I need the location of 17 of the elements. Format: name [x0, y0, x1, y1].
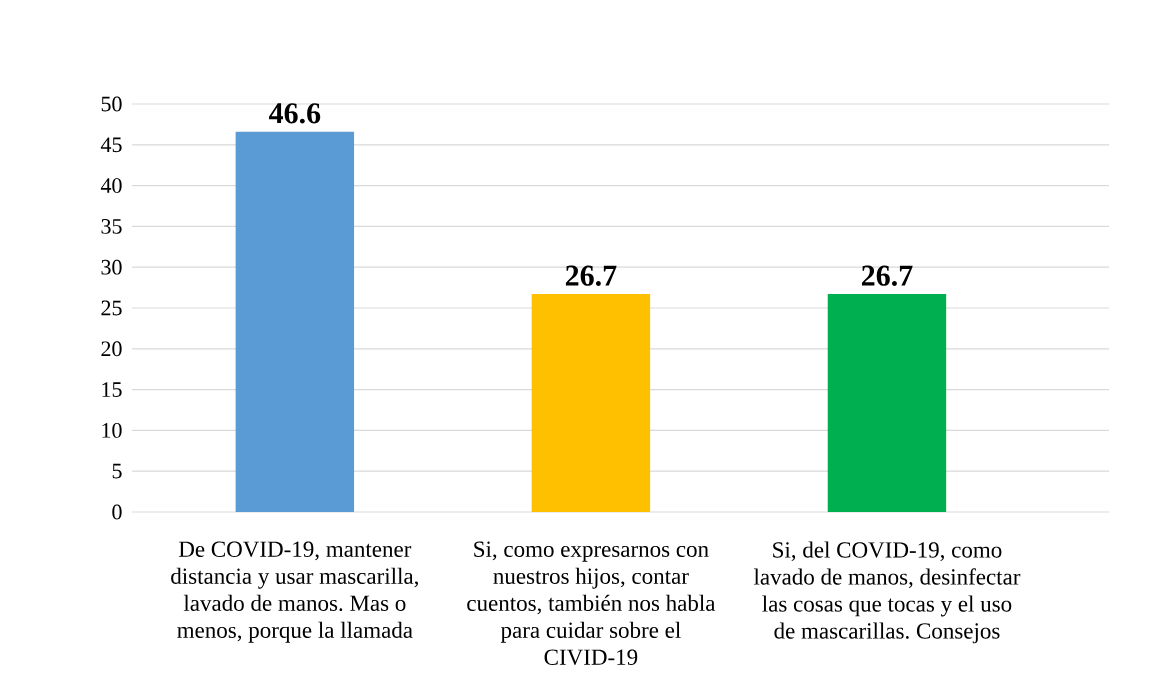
data-label: 26.7: [565, 265, 617, 286]
y-tick-label: 20: [101, 341, 122, 357]
x-tick-label: Si, del COVID-19, como lavado de manos, desinfectar las cosas que tocas y el uso de mascarillas. Consejos: [753, 541, 1021, 644]
y-tick-label: 50: [101, 96, 122, 112]
y-tick-label: 25: [101, 300, 122, 316]
y-tick-label: 0: [112, 504, 122, 520]
y-tick-label: 15: [102, 382, 122, 397]
y-tick-label: 30: [101, 259, 122, 275]
y-tick-label: 40: [100, 178, 122, 194]
y-tick-label: 10: [102, 422, 122, 438]
x-tick-label: De COVID-19, mantener distancia y usar mascarilla, lavado de manos. Mas o menos, porque la llamada: [171, 541, 418, 643]
y-tick-label: 5: [112, 463, 122, 479]
data-label: 26.7: [861, 265, 913, 286]
y-tick-label: 35: [101, 219, 122, 234]
x-tick-label: Si, como expresarnos con nuestros hijos, contar cuentos, también nos habla para cuidar sobre el CIVID-19: [467, 541, 716, 666]
y-tick-label: 45: [100, 137, 122, 153]
data-label: 46.6: [269, 103, 321, 124]
